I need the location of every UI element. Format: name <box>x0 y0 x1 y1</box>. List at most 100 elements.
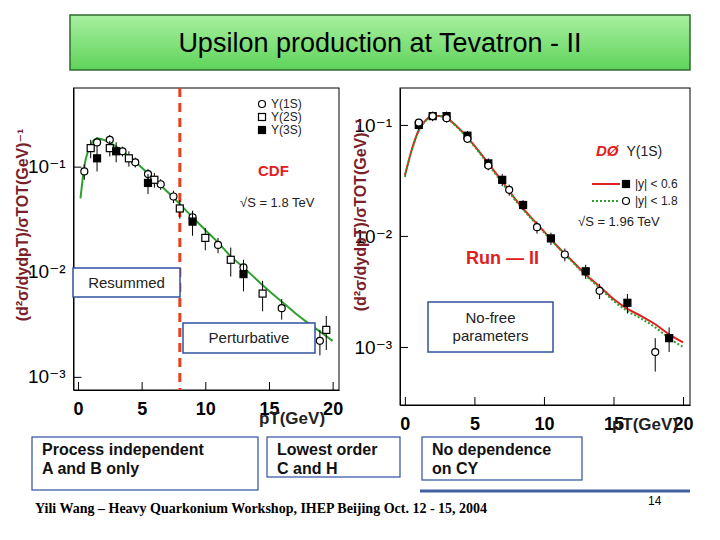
experiment-label: DØΥ(1S) <box>596 142 662 159</box>
y-tick-label: 10⁻³ <box>28 366 66 387</box>
chart: 0510152010⁻³10⁻²10⁻¹pT(GeV)(d²σ/dydpT)/σ… <box>14 88 344 428</box>
note-box: Process independentA and B only <box>32 437 258 490</box>
chart: 0510152010⁻³10⁻²10⁻¹pT(GeV)(d²σ/dydpT)/σ… <box>352 88 694 434</box>
annotation-text: No-free <box>465 309 515 326</box>
legend-label: |y| < 1.8 <box>635 194 678 208</box>
x-tick-mark <box>78 382 79 390</box>
series <box>415 112 672 353</box>
data-point <box>170 193 177 200</box>
x-tick: 10 <box>534 397 554 434</box>
y-tick-mark <box>400 236 408 237</box>
x-tick-label: 20 <box>323 399 343 419</box>
x-tick-mark <box>269 382 270 390</box>
x-tick: 0 <box>73 382 83 419</box>
experiment-label: CDF <box>258 162 289 179</box>
y-tick-mark <box>400 125 408 126</box>
x-tick-mark <box>544 397 545 405</box>
data-point <box>189 218 196 225</box>
series <box>87 140 330 350</box>
legend-entry: |y| < 0.6 <box>592 177 678 191</box>
note-frame <box>267 437 400 477</box>
plot-area <box>81 88 333 390</box>
annotation-box: Resummed <box>73 268 180 297</box>
y-tick-mark <box>400 347 408 348</box>
data-point <box>215 241 222 248</box>
y-axis: 10⁻³10⁻²10⁻¹ <box>28 89 82 391</box>
data-point <box>323 326 330 333</box>
x-tick-label: 0 <box>400 414 410 434</box>
y-tick: 10⁻³ <box>355 337 409 358</box>
x-tick-mark <box>333 382 334 390</box>
note-text: Process independent <box>42 441 204 458</box>
data-point <box>87 145 94 152</box>
data-point <box>499 176 506 183</box>
experiment-name: DØ <box>596 142 620 159</box>
data-point <box>582 268 589 275</box>
data-point <box>144 179 151 186</box>
data-point <box>506 186 513 193</box>
x-axis-title: pT(GeV) <box>259 409 325 428</box>
y-axis-line <box>400 89 401 406</box>
y-tick-mark <box>74 377 82 378</box>
data-point <box>485 162 492 169</box>
x-tick: 5 <box>137 382 147 419</box>
legend-marker <box>259 114 266 121</box>
legend-label: Υ(2S) <box>271 110 302 124</box>
annotation-box: Perturbative <box>183 323 315 353</box>
legend-entry: |y| < 1.8 <box>592 194 678 208</box>
legend: Υ(1S)Υ(2S)Υ(3S) <box>259 97 302 137</box>
energy-label: √S = 1.96 TeV <box>578 214 660 229</box>
annotation-box: No-freeparameters <box>428 302 553 352</box>
x-tick-label: 5 <box>137 399 147 419</box>
note-box: Lowest orderC and H <box>267 437 400 477</box>
x-tick-mark <box>474 397 475 405</box>
background <box>0 0 720 540</box>
slide: Upsilon production at Tevatron - II05101… <box>0 0 720 540</box>
note-text: No dependence <box>432 441 551 458</box>
legend-label: Υ(3S) <box>271 123 302 137</box>
legend-line <box>592 183 620 185</box>
series <box>81 135 324 355</box>
data-point <box>227 256 234 263</box>
x-tick-label: 10 <box>196 399 216 419</box>
legend-marker <box>259 101 266 108</box>
legend: |y| < 0.6 |y| < 1.8 <box>592 177 678 208</box>
footer-rule <box>420 490 690 493</box>
y-tick-label: 10⁻² <box>28 261 66 282</box>
y-tick-label: 10⁻³ <box>355 337 393 358</box>
x-tick-mark <box>683 397 684 405</box>
annotation-frame <box>73 268 180 297</box>
x-tick-label: 10 <box>534 414 554 434</box>
y-tick: 10⁻³ <box>28 366 82 387</box>
data-point <box>240 271 247 278</box>
legend-entry: Υ(2S) <box>259 110 302 124</box>
x-tick: 0 <box>400 397 410 434</box>
y-axis-title: (d²σ/dydpT)/σTOT(GeV)⁻¹ <box>14 129 31 322</box>
legend-label: |y| < 0.6 <box>635 177 678 191</box>
x-tick-mark <box>405 397 406 405</box>
x-axis: 05101520 <box>400 397 693 434</box>
experiment-name: CDF <box>258 162 289 179</box>
x-tick-mark <box>614 397 615 405</box>
title-box <box>70 15 690 70</box>
x-tick: 20 <box>323 382 343 419</box>
legend-entry: Υ(3S) <box>259 123 302 137</box>
data-point <box>81 168 88 175</box>
note-box: No dependenceon CΥ <box>422 437 582 480</box>
annotation-text: Perturbative <box>209 329 290 346</box>
run-label: Run — II <box>466 248 539 268</box>
title: Upsilon production at Tevatron - II <box>178 28 581 58</box>
plot-frame <box>74 88 340 390</box>
note-frame <box>422 437 582 480</box>
note-frame <box>32 437 258 490</box>
data-point <box>561 251 568 258</box>
fit-curve <box>81 139 333 341</box>
data-point <box>596 287 603 294</box>
x-axis-title: pT(GeV) <box>612 415 678 434</box>
data-point <box>316 337 323 344</box>
data-point <box>534 224 541 231</box>
annotation-frame <box>183 323 315 353</box>
plot-area <box>405 112 683 372</box>
data-point <box>666 335 673 342</box>
x-axis-line <box>74 390 340 391</box>
